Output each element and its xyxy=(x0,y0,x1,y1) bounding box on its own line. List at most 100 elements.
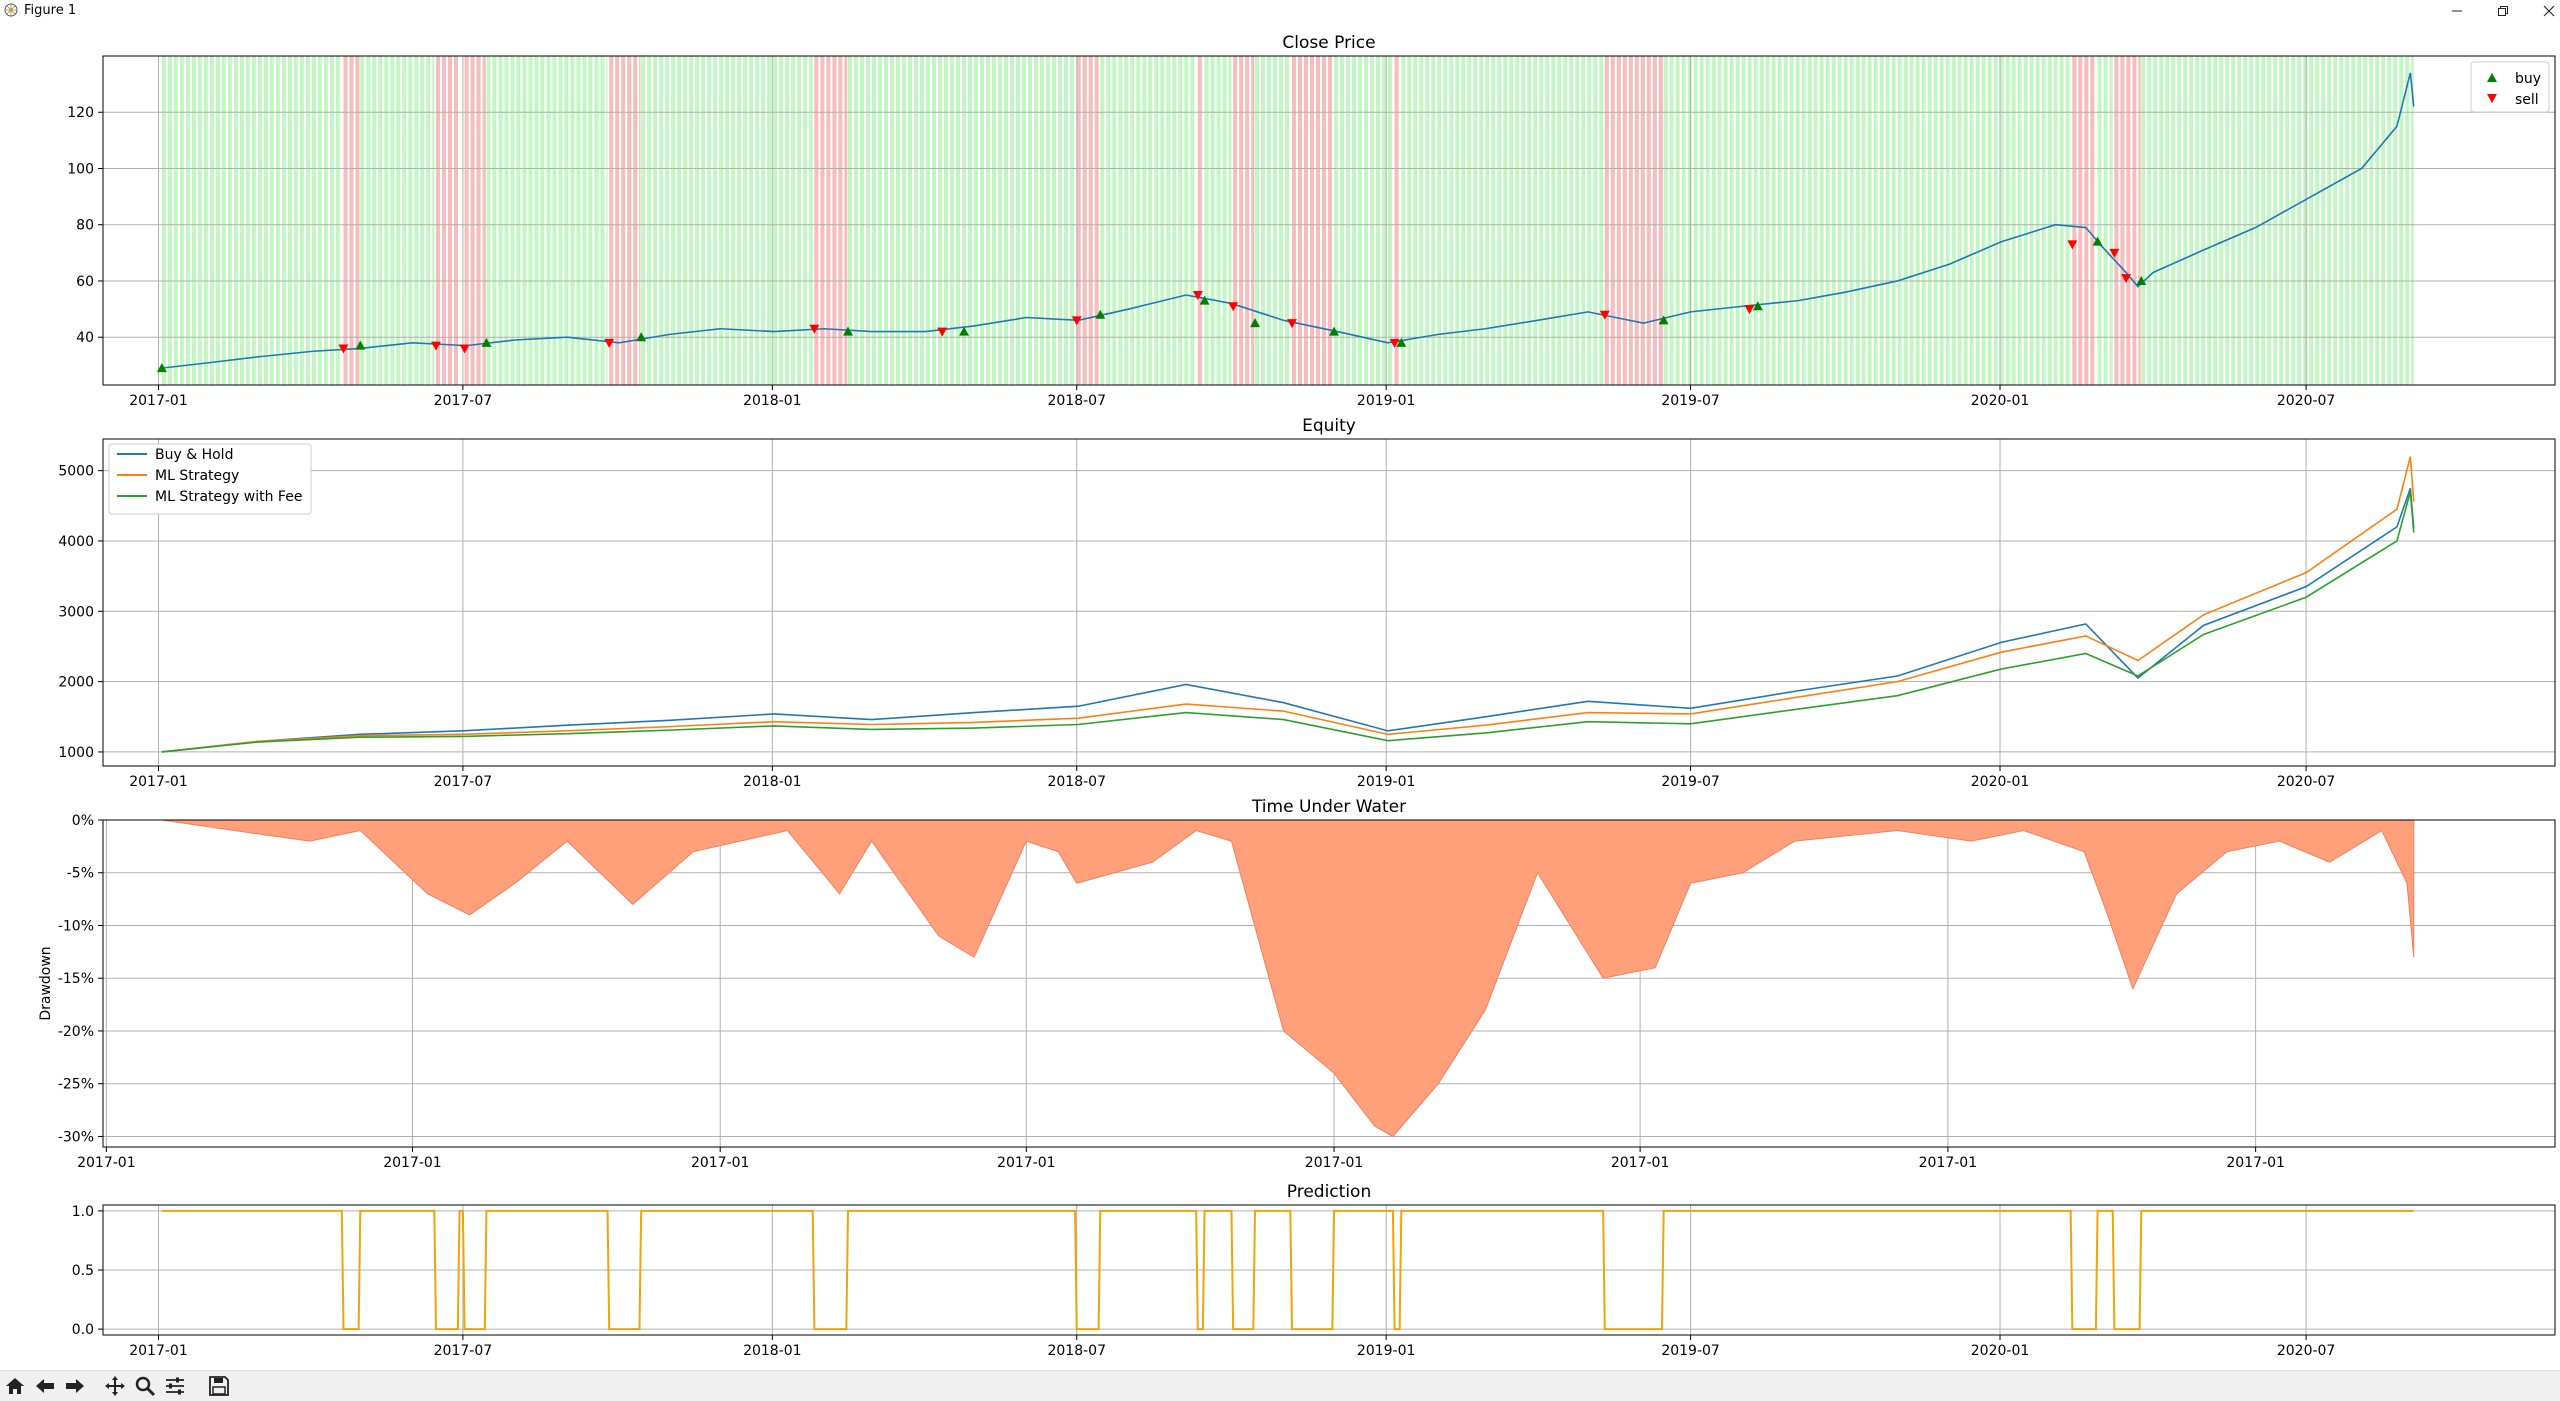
short-signal-bar xyxy=(1652,56,1657,385)
short-signal-bar xyxy=(1251,56,1255,385)
save-button[interactable] xyxy=(206,1374,232,1398)
long-signal-bar xyxy=(564,56,569,385)
long-signal-bar xyxy=(2255,56,2260,385)
long-signal-bar xyxy=(2041,56,2046,385)
long-signal-bar xyxy=(323,56,328,385)
long-signal-bar xyxy=(665,56,670,385)
short-signal-bar xyxy=(1634,56,1639,385)
short-signal-bar xyxy=(844,56,848,385)
x-tick-label: 2018-07 xyxy=(1047,393,1106,409)
y-tick-label: 4000 xyxy=(58,534,94,550)
x-tick-label: 2017-01 xyxy=(129,774,188,790)
long-signal-bar xyxy=(2195,56,2200,385)
long-signal-bar xyxy=(275,56,280,385)
long-signal-bar xyxy=(707,56,712,385)
long-signal-bar xyxy=(1112,56,1117,385)
y-tick-label: 60 xyxy=(76,274,94,290)
sell-marker xyxy=(1287,319,1298,329)
minimize-button[interactable] xyxy=(2434,0,2480,22)
close-button[interactable] xyxy=(2526,0,2560,22)
long-signal-bar xyxy=(683,56,688,385)
long-signal-bar xyxy=(719,56,724,385)
long-signal-bar xyxy=(2023,56,2028,385)
window-titlebar: Figure 1 xyxy=(0,0,2560,22)
long-signal-bar xyxy=(2369,56,2374,385)
series-line-0 xyxy=(161,487,2415,753)
long-signal-bar xyxy=(2177,56,2182,385)
short-signal-bar xyxy=(2138,56,2141,385)
long-signal-bar xyxy=(2237,56,2242,385)
short-signal-bar xyxy=(1646,56,1651,385)
back-button[interactable] xyxy=(32,1374,58,1398)
home-button[interactable] xyxy=(2,1374,28,1398)
legend-label: Buy & Hold xyxy=(155,447,233,463)
long-signal-bar xyxy=(2399,56,2404,385)
short-signal-bar xyxy=(355,56,360,385)
y-tick-label: 1.0 xyxy=(72,1204,94,1220)
long-signal-bar xyxy=(384,56,389,385)
short-signal-bar xyxy=(1322,56,1327,385)
configure-subplots-button[interactable] xyxy=(162,1374,188,1398)
long-signal-bar xyxy=(233,56,238,385)
series-line-0 xyxy=(161,1209,2414,1331)
forward-button[interactable] xyxy=(62,1374,88,1398)
legend-label: sell xyxy=(2515,92,2539,108)
x-tick-label: 2017-07 xyxy=(434,1343,493,1359)
long-signal-bar xyxy=(2147,56,2152,385)
x-tick-label: 2017-01 xyxy=(129,1343,188,1359)
long-signal-bar xyxy=(522,56,527,385)
pan-button[interactable] xyxy=(102,1374,128,1398)
x-tick-label: 2019-07 xyxy=(1661,1343,1720,1359)
long-signal-bar xyxy=(2183,56,2188,385)
long-signal-bar xyxy=(731,56,736,385)
long-signal-bar xyxy=(2339,56,2344,385)
buy-marker xyxy=(2092,236,2103,246)
y-tick-label: 80 xyxy=(76,218,94,234)
long-signal-bar xyxy=(1729,56,1734,385)
long-signal-bar xyxy=(689,56,694,385)
x-tick-label: 2020-01 xyxy=(1971,774,2030,790)
long-signal-bar xyxy=(1064,56,1069,385)
x-tick-label: 2017-07 xyxy=(434,774,493,790)
long-signal-bar xyxy=(516,56,521,385)
long-signal-bar xyxy=(498,56,503,385)
long-signal-bar xyxy=(695,56,700,385)
short-signal-bar xyxy=(453,56,458,385)
short-signal-bar xyxy=(1094,56,1099,385)
long-signal-bar xyxy=(1352,56,1357,385)
long-signal-bar xyxy=(1267,56,1272,385)
long-signal-bar xyxy=(1527,56,1532,385)
y-tick-label: 5000 xyxy=(58,464,94,480)
long-signal-bar xyxy=(854,56,859,385)
long-signal-bar xyxy=(2141,56,2146,385)
long-signal-bar xyxy=(185,56,190,385)
long-signal-bar xyxy=(2159,56,2164,385)
chart-2: 2017-01 2017-01 2017-01 2017-01 2017-01 2017-… xyxy=(38,797,2556,1171)
long-signal-bar xyxy=(896,56,901,385)
figure-canvas[interactable]: 2017-01 2017-07 2018-01 2018-07 2019-01 2019-… xyxy=(0,22,2560,1370)
long-signal-bar xyxy=(785,56,790,385)
zoom-button[interactable] xyxy=(132,1374,158,1398)
sell-marker xyxy=(2109,248,2120,258)
long-signal-bar xyxy=(2243,56,2248,385)
chart-title: Equity xyxy=(1302,416,1356,436)
short-signal-bar xyxy=(1088,56,1093,385)
long-signal-bar xyxy=(1431,56,1436,385)
long-signal-bar xyxy=(1279,56,1284,385)
long-signal-bar xyxy=(1687,56,1692,385)
short-signal-bar xyxy=(1328,56,1333,385)
long-signal-bar xyxy=(2165,56,2170,385)
legend-label: ML Strategy xyxy=(155,468,239,484)
short-signal-bar xyxy=(1628,56,1633,385)
y-tick-label: 100 xyxy=(67,161,94,177)
restore-button[interactable] xyxy=(2480,0,2526,22)
long-signal-bar xyxy=(1957,56,1962,385)
long-signal-bar xyxy=(546,56,551,385)
long-signal-bar xyxy=(908,56,913,385)
long-signal-bar xyxy=(1927,56,1932,385)
long-signal-bar xyxy=(2321,56,2326,385)
chart-1: 2017-01 2017-07 2018-01 2018-07 2019-01 2019-… xyxy=(58,416,2556,790)
long-signal-bar xyxy=(426,56,431,385)
long-signal-bar xyxy=(1533,56,1538,385)
sell-marker xyxy=(2067,240,2078,250)
